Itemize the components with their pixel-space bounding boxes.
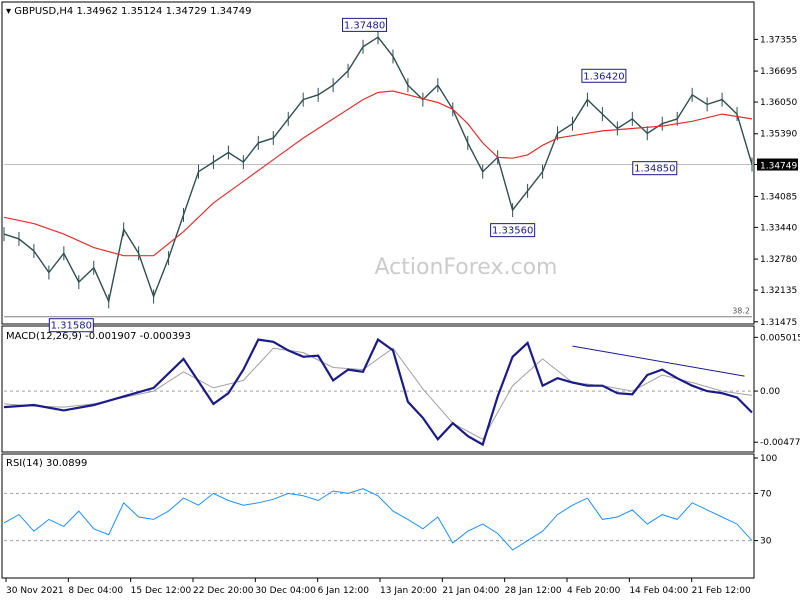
rsi-tick-label: 70 <box>760 489 772 499</box>
macd-line <box>3 337 753 447</box>
fib-level-label: 38.2 <box>732 307 750 316</box>
rsi-line <box>3 488 753 551</box>
price-tick-label: 1.36050 <box>760 98 797 108</box>
time-tick-label: 30 Nov 2021 <box>6 586 64 596</box>
time-tick-label: 15 Dec 12:00 <box>131 586 192 596</box>
axis-layer: 1.37355 1.36695 1.36050 1.35390 1.34749 1.340… <box>5 35 800 596</box>
price-tick-label: 1.36695 <box>760 67 797 77</box>
close-value: 1.34749 <box>210 6 251 17</box>
time-tick-label: 4 Feb 20:00 <box>567 586 621 596</box>
price-tick-label: 1.34085 <box>760 192 797 202</box>
rsi-tick-label: 30 <box>760 537 772 547</box>
annotation-label: 1.37480 <box>344 20 385 31</box>
annotation-label: 1.34850 <box>634 164 675 175</box>
price-tick-label: 1.32780 <box>760 255 797 265</box>
annotation-box <box>48 318 94 333</box>
time-tick-label: 28 Jan 12:00 <box>505 586 562 596</box>
annotation-label: 1.31580 <box>51 321 92 332</box>
price-annotation: 1.34850 <box>632 161 678 176</box>
time-tick-label: 14 Feb 04:00 <box>629 586 688 596</box>
price-panel-frame <box>1 1 755 325</box>
annotation-box <box>342 17 388 32</box>
rsi-panel-frame <box>1 453 755 579</box>
price-tick-label: 1.32135 <box>760 286 797 296</box>
time-tick-label: 21 Feb 12:00 <box>692 586 751 596</box>
price-annotation: 1.36420 <box>581 68 627 83</box>
time-tick-label: 30 Dec 04:00 <box>255 586 316 596</box>
price-tick-label: 1.37355 <box>760 35 797 45</box>
time-tick-label: 8 Dec 04:00 <box>68 586 123 596</box>
time-tick-label: 13 Jan 20:00 <box>380 586 437 596</box>
price-annotation: 1.33560 <box>490 223 536 238</box>
time-tick-label: 6 Jan 12:00 <box>318 586 370 596</box>
symbol-icon: ▾ <box>6 6 14 17</box>
rsi-layer <box>3 488 753 551</box>
macd-tick-label: 0.005015 <box>760 333 800 343</box>
annotation-box <box>632 161 678 176</box>
price-tick-label: 1.31475 <box>760 318 797 328</box>
macd-trendline <box>572 345 745 377</box>
time-tick-label: 22 Dec 20:00 <box>193 586 254 596</box>
macd-layer <box>3 337 753 447</box>
macd-tick-label: -0.004773 <box>760 438 800 448</box>
macd-panel-frame <box>1 325 755 453</box>
low-value: 1.34729 <box>166 6 207 17</box>
annotation-label: 1.36420 <box>583 71 624 82</box>
price-layer: 38.2 1.37480 1.36420 1.34850 1.33560 1.31580 <box>3 17 753 333</box>
moving-average-line <box>3 90 753 257</box>
rsi-tick-label: 100 <box>760 454 777 464</box>
open-value: 1.34962 <box>76 6 117 17</box>
watermark: ActionForex.com <box>375 255 558 280</box>
rsi-title: RSI(14) 30.0899 <box>6 458 87 469</box>
current-price-label: 1.34749 <box>760 162 797 172</box>
macd-tick-label: 0.00 <box>760 387 780 397</box>
symbol-label: ▾ GBPUSD,H4 1.34962 1.35124 1.34729 1.34… <box>6 6 251 17</box>
price-annotation: 1.37480 <box>342 17 388 32</box>
macd-title: MACD(12,26,9) -0.001907 -0.000393 <box>6 331 191 342</box>
high-value: 1.35124 <box>121 6 162 17</box>
annotation-box <box>581 68 627 83</box>
price-annotation: 1.31580 <box>48 318 94 333</box>
current-price-badge <box>757 158 798 171</box>
macd-signal-line <box>3 347 753 440</box>
price-tick-label: 1.33440 <box>760 223 797 233</box>
annotation-box <box>490 223 536 238</box>
annotation-label: 1.33560 <box>492 226 533 237</box>
time-tick-label: 21 Jan 04:00 <box>442 586 499 596</box>
price-tick-label: 1.35390 <box>760 130 797 140</box>
